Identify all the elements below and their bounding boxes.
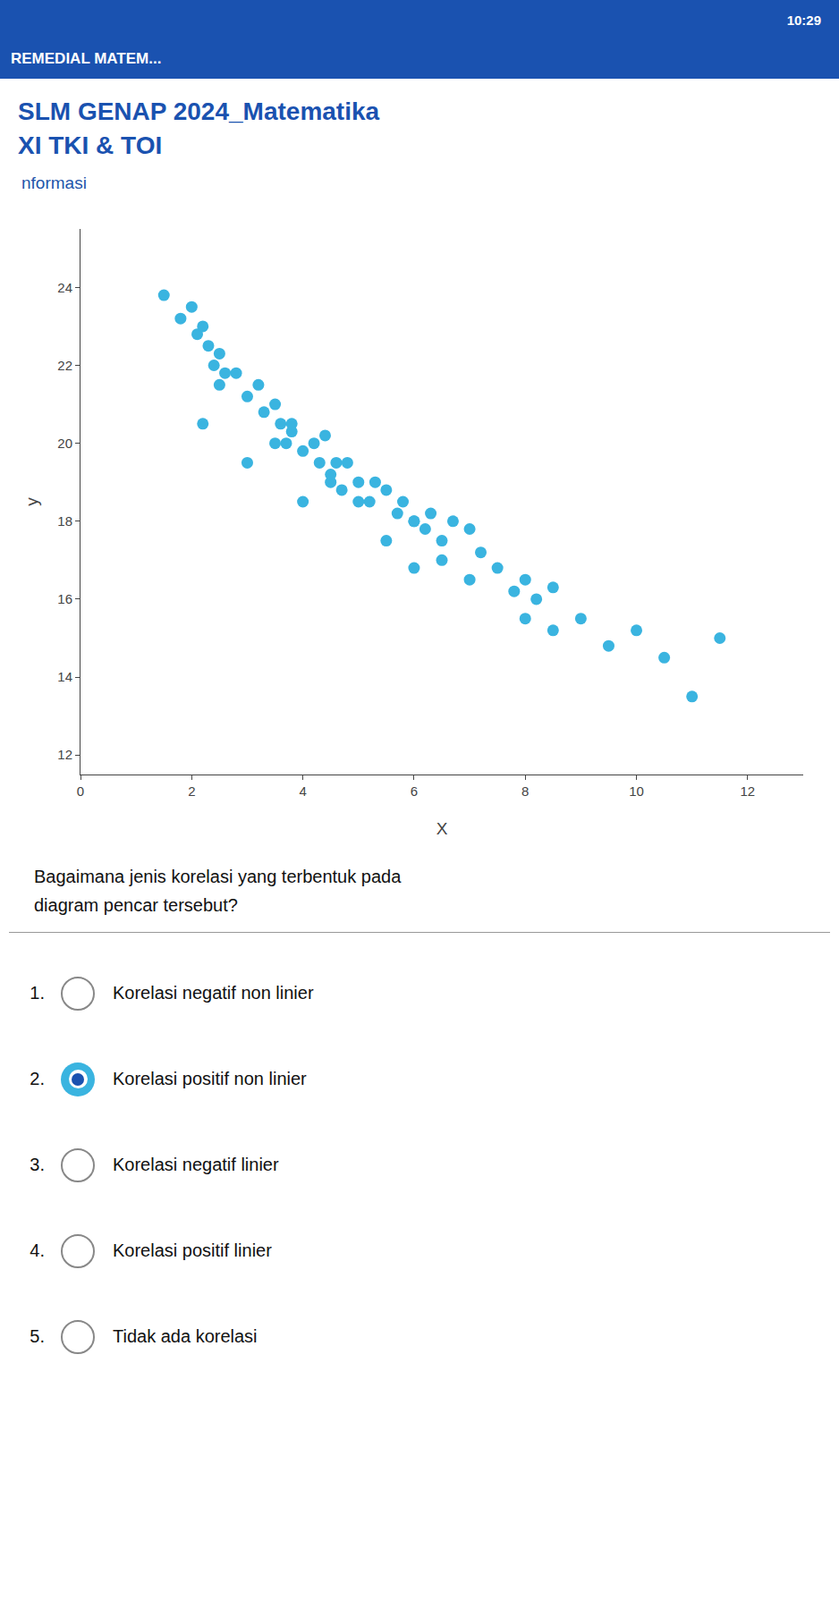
html-text:5.: 5. bbox=[29, 1326, 45, 1347]
html-text:Bagaimana jenis korelasi yang: Bagaimana jenis korelasi yang terbentuk … bbox=[33, 866, 401, 915]
svg-text:6: 6 bbox=[410, 783, 418, 799]
svg-text:2: 2 bbox=[187, 783, 195, 799]
html-text:2.: 2. bbox=[29, 1068, 45, 1089]
svg-text:18: 18 bbox=[57, 513, 73, 529]
svg-text:12: 12 bbox=[57, 746, 73, 763]
svg-text:X: X bbox=[436, 819, 449, 839]
svg-text:10: 10 bbox=[628, 783, 645, 799]
html-text:nformasi: nformasi bbox=[21, 173, 87, 192]
svg-text:0: 0 bbox=[76, 783, 85, 799]
svg-text:20: 20 bbox=[57, 434, 73, 450]
html-text:Tidak ada korelasi: Tidak ada korelasi bbox=[112, 1326, 258, 1347]
html-text:Korelasi negatif non linier: Korelasi negatif non linier bbox=[112, 983, 314, 1003]
svg-text:14: 14 bbox=[57, 669, 73, 685]
html-text:Korelasi negatif linier: Korelasi negatif linier bbox=[112, 1154, 279, 1175]
svg-text:16: 16 bbox=[57, 591, 73, 607]
html-text:1.: 1. bbox=[29, 983, 45, 1003]
svg-text:8: 8 bbox=[521, 783, 529, 799]
html-text:REMEDIAL MATEM...: REMEDIAL MATEM... bbox=[10, 50, 162, 68]
svg-text:y: y bbox=[22, 496, 42, 506]
html-text:4.: 4. bbox=[29, 1240, 45, 1261]
svg-text:24: 24 bbox=[57, 279, 73, 295]
svg-text:22: 22 bbox=[57, 356, 73, 373]
html-text:10:29: 10:29 bbox=[786, 12, 822, 28]
html-text:SLM GENAP 2024_Matematika: SLM GENAP 2024_Matematika bbox=[17, 97, 380, 126]
svg-text:12: 12 bbox=[740, 783, 756, 799]
html-text:3.: 3. bbox=[29, 1154, 45, 1175]
svg-text:4: 4 bbox=[298, 783, 306, 799]
html-text:XI TKI & TOI: XI TKI & TOI bbox=[17, 131, 163, 160]
html-text:Korelasi positif non linier: Korelasi positif non linier bbox=[112, 1068, 307, 1089]
html-text:Korelasi positif linier: Korelasi positif linier bbox=[112, 1240, 272, 1261]
